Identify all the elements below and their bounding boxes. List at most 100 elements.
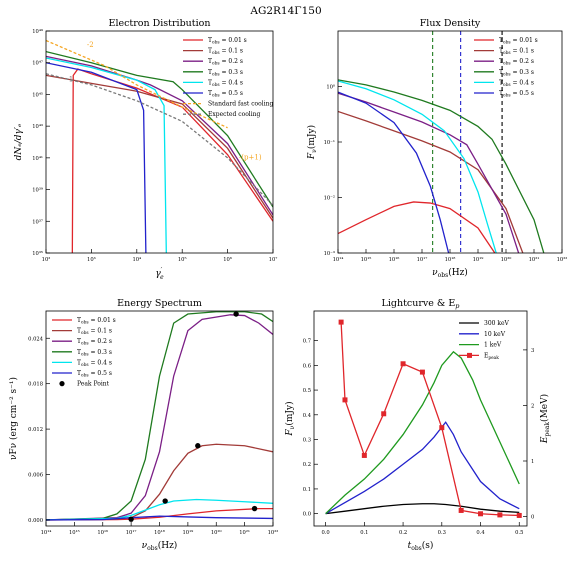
legend-label-7: Expected cooling [208,111,261,118]
y-tick-label-lightcurve-2: 0.2 [303,462,311,468]
y-tick-label-electron-4: 10⁴³ [32,124,43,130]
legend-label-2: Tobs = 0.2 s [499,58,534,66]
chart-title-energy: Energy Spectrum [117,298,202,309]
peak-point-4 [251,505,258,512]
legend-label-4: Tobs = 0.4 s [208,79,243,88]
y-tick-label-flux-2: 10⁻¹ [324,140,335,146]
x-tick-label-flux-6: 10²⁰ [501,257,512,263]
y-right-tick-label-3: 3 [531,348,534,354]
figure-title: AG2R14Γ150 [249,5,321,17]
x-tick-label-electron-4: 10⁶ [223,257,232,263]
legend-label-0: Tobs = 0.01 s [499,37,538,46]
legend-label-4: Tobs = 0.4 s [77,359,112,368]
x-tick-label-lightcurve-3: 0.3 [438,530,446,536]
epeak-marker-0 [338,319,344,325]
y-tick-label-lightcurve-4: 0.4 [303,413,312,419]
y-tick-label-flux-1: 10⁻² [324,196,335,202]
series-line-electron-3 [46,50,273,208]
x-tick-label-lightcurve-4: 0.4 [476,530,485,536]
series-line-energy-2 [46,314,273,521]
chart-lightcurve: Lightcurve & Ep 0.0 0.1 0.2 0.3 0.4 0.5 0.0 0.1 0… [284,298,551,552]
y-tick-label-electron-2: 10³⁹ [32,188,43,194]
legend-label-3: Tobs = 0.3 s [77,349,112,358]
x-tick-label-flux-2: 10¹⁶ [389,257,400,263]
series-line-flux-3 [338,79,545,253]
epeak-marker-9 [497,512,503,518]
x-tick-label-flux-3: 10¹⁷ [417,257,428,263]
series-group-energy [46,311,273,522]
series-line-electron-6 [46,39,228,129]
chart-title-lightcurve: Lightcurve & Ep [382,298,461,310]
chart-title-flux: Flux Density [420,18,481,29]
y-tick-label-lightcurve-7: 0.7 [303,339,311,345]
series-line-energy-5 [46,515,273,521]
epeak-marker-10 [516,512,522,518]
x-axis-label-energy: νobs(Hz) [142,540,178,552]
x-tick-label-electron-2: 10⁴ [132,257,141,263]
x-tick-label-flux-0: 10¹⁴ [333,257,344,263]
x-tick-label-flux-1: 10¹⁵ [361,257,372,263]
x-axis-label-flux: νobs(Hz) [432,267,468,279]
legend-label-0: 300 keV [484,320,510,327]
chart-electron-distribution: Electron Distribution -2 -1 -(p+1) 10² 10³ 10⁴… [14,18,277,281]
peak-point-2 [195,443,201,449]
plot-frame-0 [45,30,274,254]
series-line-energy-3 [46,311,273,521]
x-axis-label-lightcurve: tobs(s) [408,540,434,552]
plot-frame-3 [313,310,528,527]
x-tick-label-energy-3: 10¹⁷ [126,530,137,536]
y-axis-label-flux: Fν(mJy) [306,125,318,160]
series-line-flux-2 [338,92,520,253]
epeak-marker-3 [381,411,387,417]
series-line-lightcurve-0 [325,503,520,515]
annotation-electron-0: -2 [87,41,94,49]
legend-label-5: Tobs = 0.5 s [77,370,112,379]
series-line-flux-4 [338,80,497,253]
y-axis-label-energy: νFν (erg cm⁻² s⁻¹) [8,377,19,460]
legend-label-3: Tobs = 0.3 s [499,69,534,78]
series-line-epeak [340,322,520,517]
legend-label-2: Tobs = 0.2 s [208,58,243,66]
y-tick-label-lightcurve-5: 0.5 [303,388,311,394]
y-right-tick-label-0: 0 [531,515,534,521]
x-tick-label-energy-0: 10¹⁴ [41,530,52,536]
series-line-flux-1 [338,110,524,253]
y-right-tick-label-1: 1 [531,459,534,465]
x-tick-label-electron-3: 10⁵ [178,257,187,263]
x-axis-label-electron: γ′ e [155,267,164,281]
x-tick-label-energy-7: 10²¹ [239,530,250,536]
x-tick-label-energy-4: 10¹⁸ [154,530,165,536]
legend-label-6: Peak Point [77,381,110,388]
legend-label-1: Tobs = 0.1 s [499,48,534,57]
legend-label-5: Tobs = 0.5 s [499,90,534,99]
y-axis-label-electron: dNₑ/dγ′ₑ [14,123,24,160]
legend-label-6: Standard fast cooling [208,101,273,108]
x-tick-label-lightcurve-2: 0.2 [399,530,407,536]
series-line-lightcurve-2 [325,350,520,515]
y-tick-label-lightcurve-3: 0.3 [303,438,311,444]
y-axis-label-lightcurve: Fν(mJy) [284,401,296,436]
x-tick-label-energy-2: 10¹⁶ [97,530,108,536]
x-tick-label-flux-7: 10²¹ [529,257,540,263]
y-tick-label-lightcurve-1: 0.1 [303,487,311,493]
y-tick-label-lightcurve-0: 0.0 [303,512,311,518]
y-tick-label-flux-0: 10⁻³ [324,251,335,257]
y-tick-label-electron-6: 10⁴⁷ [32,61,43,67]
chart-flux-density: Flux Density 10¹⁴ 10¹⁵ 10¹⁶ 10¹⁷ 10¹⁸ 10¹⁹ 10²⁰… [306,18,567,279]
x-tick-label-flux-8: 10²² [557,257,568,263]
chart-title-electron: Electron Distribution [109,18,211,29]
y-tick-label-electron-5: 10⁴⁵ [32,92,43,98]
series-line-lightcurve-1 [325,421,520,515]
annotation-electron-2: -(p+1) [239,153,262,161]
peak-point-3 [233,311,239,317]
annotation-electron-1: -1 [66,76,73,84]
legend-label-2: Tobs = 0.2 s [77,338,112,347]
epeak-marker-4 [400,361,406,367]
x-tick-label-electron-1: 10³ [87,257,96,263]
series-line-energy-1 [46,443,273,521]
series-line-electron-5 [46,62,147,253]
legend-label-4: Tobs = 0.4 s [499,79,534,88]
epeak-marker-6 [439,425,445,431]
peak-point-1 [162,498,168,504]
legend-label-1: Tobs = 0.1 s [77,328,112,337]
